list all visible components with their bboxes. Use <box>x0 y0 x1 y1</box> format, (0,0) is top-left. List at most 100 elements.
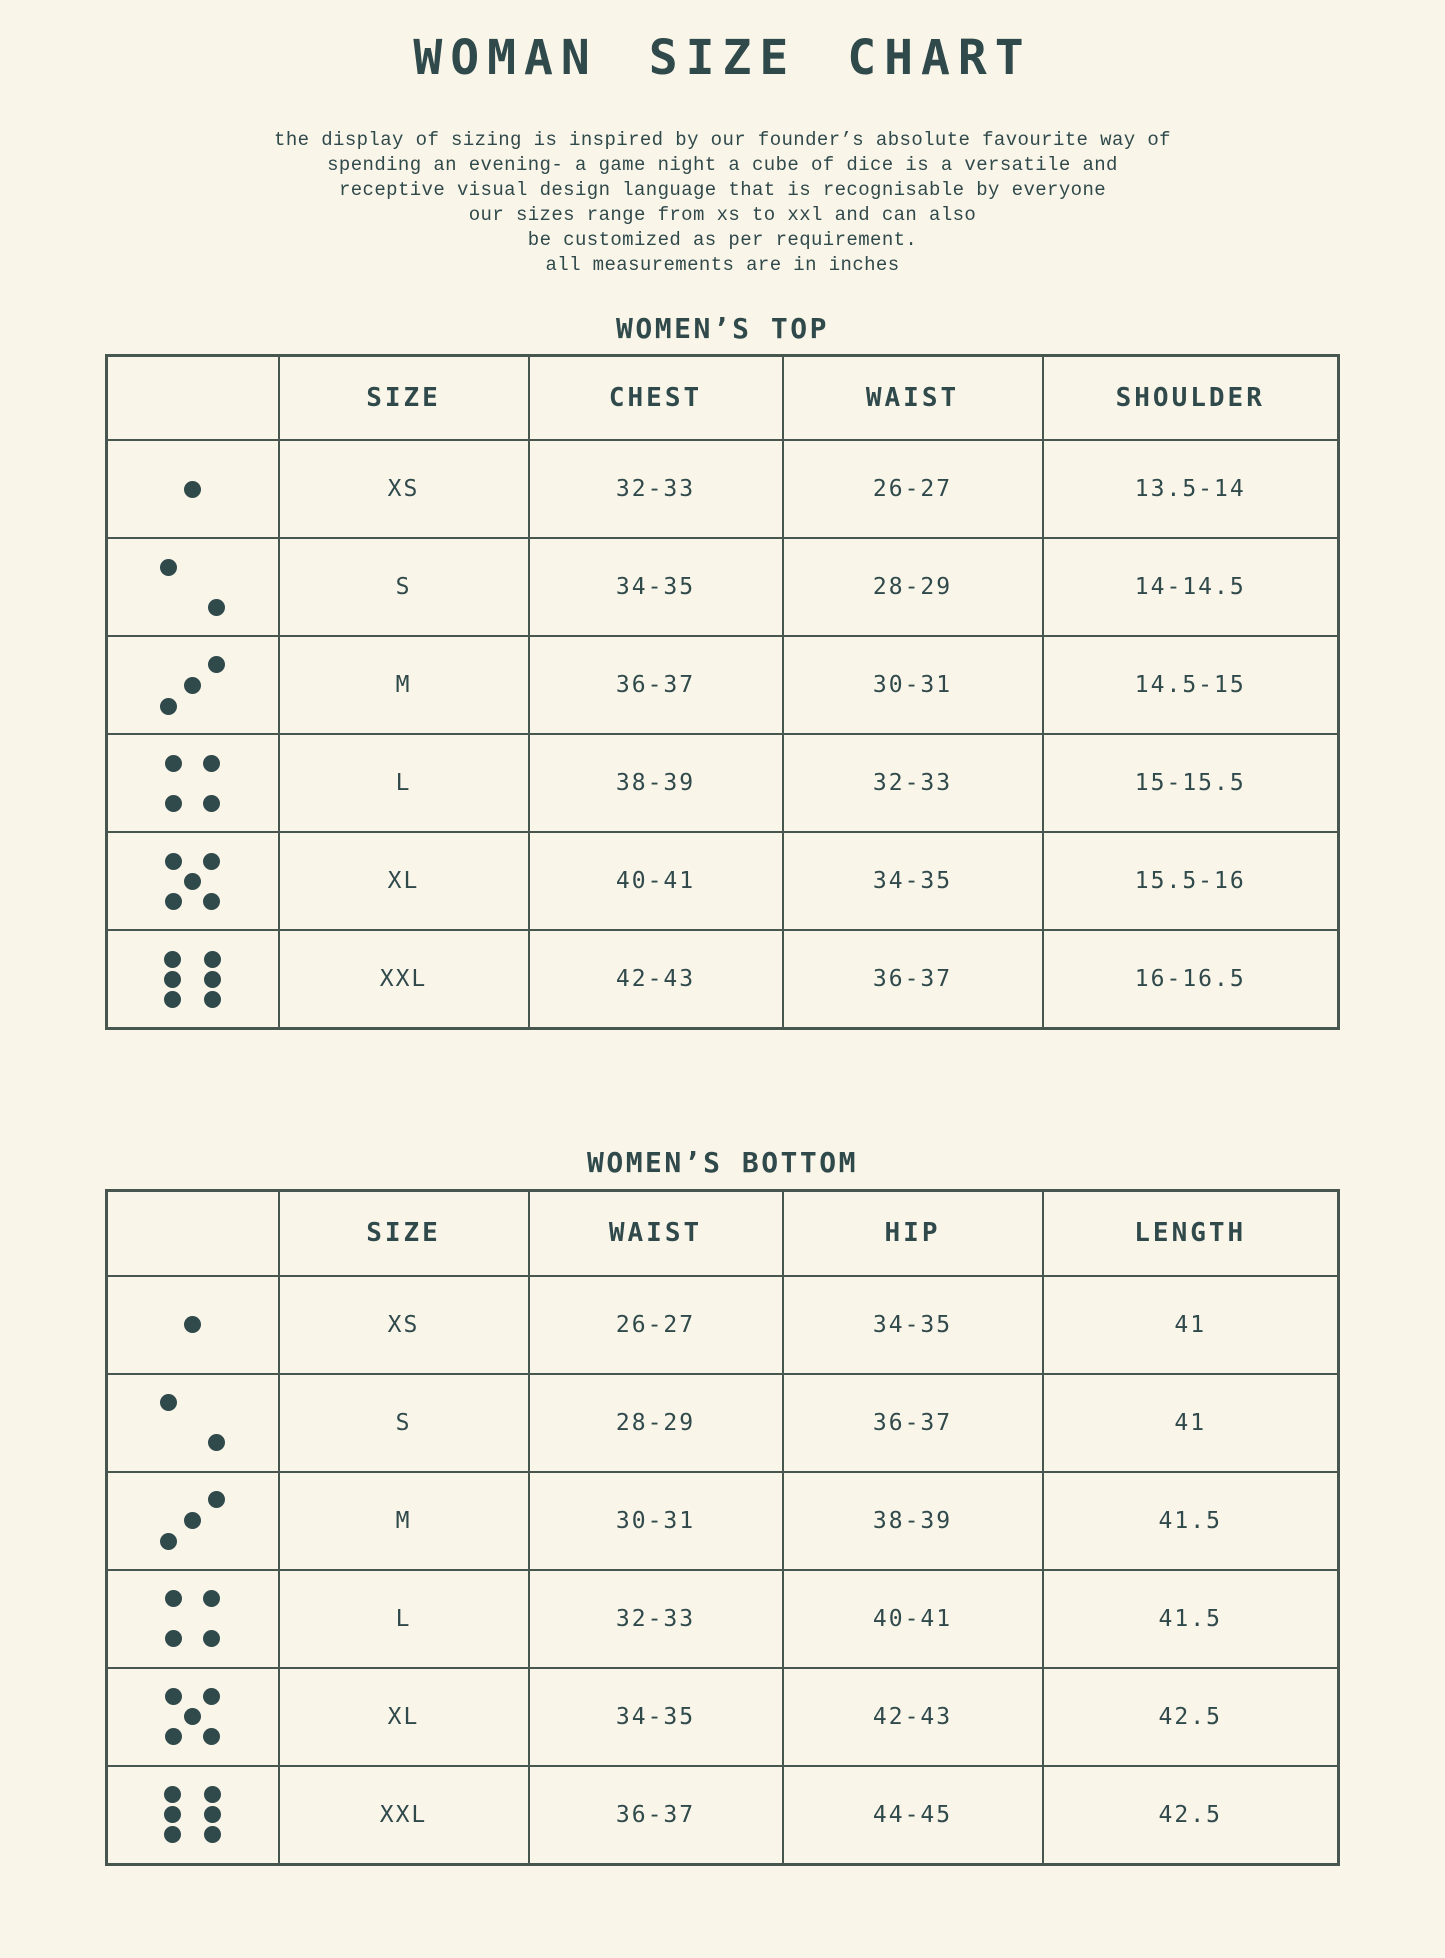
shoulder-cell: 15.5-16 <box>1041 831 1340 932</box>
column-header-chest: CHEST <box>527 354 784 442</box>
chest-cell: 42-43 <box>527 929 784 1030</box>
dice-cell <box>105 1372 280 1473</box>
womens-bottom-table: SIZE WAIST HIP LENGTH XS 26-27 34-35 41 … <box>105 1189 1340 1866</box>
dice-pip <box>184 1708 202 1726</box>
shoulder-cell: 14.5-15 <box>1041 635 1340 736</box>
shoulder-cell: 16-16.5 <box>1041 929 1340 1030</box>
dice-pip <box>204 1826 222 1844</box>
dice-pip <box>204 1786 222 1804</box>
length-cell: 41.5 <box>1041 1568 1340 1669</box>
waist-cell: 28-29 <box>781 537 1044 638</box>
dice-cell <box>105 537 280 638</box>
shoulder-cell: 14-14.5 <box>1041 537 1340 638</box>
waist-cell: 32-33 <box>781 733 1044 834</box>
dice-pip <box>165 1728 183 1746</box>
chest-cell: 40-41 <box>527 831 784 932</box>
column-header-length: LENGTH <box>1041 1189 1340 1277</box>
column-header-size: SIZE <box>277 1189 530 1277</box>
dice-pip <box>204 970 222 988</box>
dice-three-icon <box>145 637 241 733</box>
dice-pip <box>184 1316 202 1334</box>
waist-cell: 34-35 <box>781 831 1044 932</box>
dice-cell <box>105 1666 280 1767</box>
intro-line: be customized as per requirement. <box>527 228 918 251</box>
dice-pip <box>165 892 183 910</box>
dice-six-icon <box>145 931 241 1027</box>
hip-cell: 44-45 <box>781 1764 1044 1866</box>
length-cell: 41 <box>1041 1274 1340 1375</box>
dice-cell <box>105 1470 280 1571</box>
length-cell: 41.5 <box>1041 1470 1340 1571</box>
dice-pip <box>203 1630 221 1648</box>
dice-four-icon <box>145 735 241 831</box>
intro-line: our sizes range from xs to xxl and can a… <box>468 203 977 226</box>
section-title-womens-bottom: WOMEN’S BOTTOM <box>586 1146 858 1180</box>
dice-column-header <box>105 1189 280 1277</box>
dice-pip <box>203 1590 221 1608</box>
size-cell: XL <box>277 1666 530 1767</box>
size-cell: M <box>277 1470 530 1571</box>
chest-cell: 36-37 <box>527 635 784 736</box>
column-header-hip: HIP <box>781 1189 1044 1277</box>
dice-pip <box>203 754 221 772</box>
dice-pip <box>160 1394 178 1412</box>
dice-five-icon <box>145 1669 241 1765</box>
dice-two-icon <box>145 539 241 635</box>
size-cell: XXL <box>277 929 530 1030</box>
section-title-womens-top: WOMEN’S TOP <box>616 311 829 345</box>
page-title: WOMAN SIZE CHART <box>413 30 1032 86</box>
size-cell: L <box>277 1568 530 1669</box>
waist-cell: 36-37 <box>781 929 1044 1030</box>
waist-cell: 26-27 <box>781 439 1044 540</box>
dice-pip <box>203 1688 221 1706</box>
size-cell: S <box>277 537 530 638</box>
dice-pip <box>184 1512 202 1530</box>
column-header-size: SIZE <box>277 354 530 442</box>
waist-cell: 32-33 <box>527 1568 784 1669</box>
dice-pip <box>203 1728 221 1746</box>
dice-pip <box>164 1786 182 1804</box>
dice-four-icon <box>145 1571 241 1667</box>
dice-cell <box>105 439 280 540</box>
table-row-s: S 28-29 36-37 41 <box>105 1372 1340 1473</box>
table-row-m: M 36-37 30-31 14.5-15 <box>105 635 1340 736</box>
header-row: SIZE CHEST WAIST SHOULDER <box>105 354 1340 442</box>
dice-pip <box>208 655 226 673</box>
dice-pip <box>165 852 183 870</box>
dice-pip <box>203 852 221 870</box>
dice-pip <box>164 1806 182 1824</box>
dice-pip <box>204 1806 222 1824</box>
table-row-xxl: XXL 42-43 36-37 16-16.5 <box>105 929 1340 1030</box>
dice-pip <box>165 1590 183 1608</box>
chest-cell: 34-35 <box>527 537 784 638</box>
header-row: SIZE WAIST HIP LENGTH <box>105 1189 1340 1277</box>
waist-cell: 30-31 <box>527 1470 784 1571</box>
hip-cell: 42-43 <box>781 1666 1044 1767</box>
dice-pip <box>208 1434 226 1452</box>
table-row-l: L 38-39 32-33 15-15.5 <box>105 733 1340 834</box>
dice-five-icon <box>145 833 241 929</box>
dice-pip <box>160 697 178 715</box>
chest-cell: 38-39 <box>527 733 784 834</box>
dice-six-icon <box>145 1767 241 1863</box>
size-cell: S <box>277 1372 530 1473</box>
length-cell: 42.5 <box>1041 1666 1340 1767</box>
dice-pip <box>165 754 183 772</box>
size-cell: XS <box>277 439 530 540</box>
waist-cell: 36-37 <box>527 1764 784 1866</box>
column-header-waist: WAIST <box>781 354 1044 442</box>
dice-pip <box>165 1688 183 1706</box>
dice-one-icon <box>145 1277 241 1373</box>
hip-cell: 34-35 <box>781 1274 1044 1375</box>
dice-pip <box>165 794 183 812</box>
shoulder-cell: 13.5-14 <box>1041 439 1340 540</box>
dice-pip <box>164 970 182 988</box>
shoulder-cell: 15-15.5 <box>1041 733 1340 834</box>
size-cell: XL <box>277 831 530 932</box>
length-cell: 42.5 <box>1041 1764 1340 1866</box>
dice-pip <box>203 794 221 812</box>
dice-cell <box>105 831 280 932</box>
intro-line: receptive visual design language that is… <box>338 178 1107 201</box>
intro-line: spending an evening- a game night a cube… <box>327 153 1118 176</box>
